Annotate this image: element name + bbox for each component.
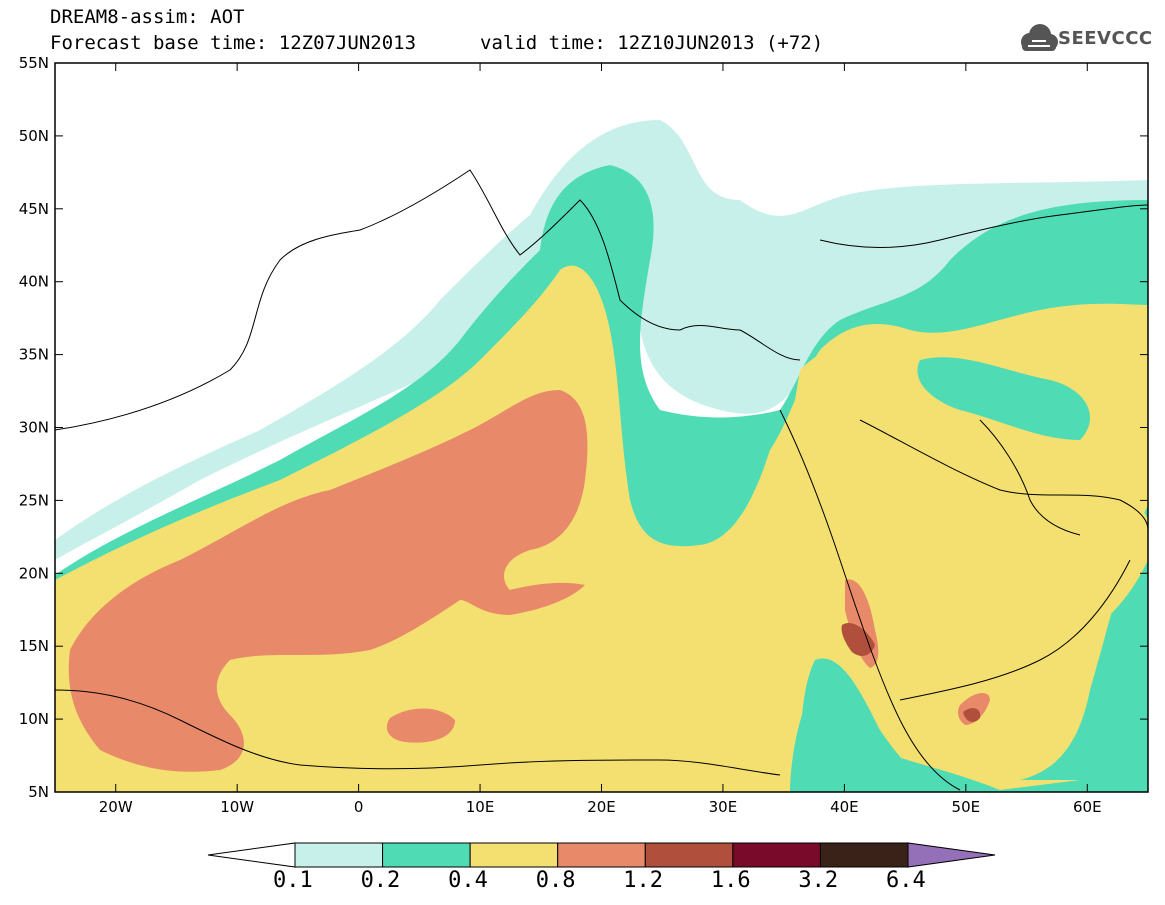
colorbar-label: 0.1 — [273, 868, 313, 893]
colorbar-label: 0.8 — [535, 868, 576, 893]
lon-tick-label: 10W — [220, 798, 254, 816]
map-title: DREAM8-assim: AOT — [50, 6, 245, 28]
colorbar-segment — [819, 842, 909, 868]
colorbar-over-triangle — [907, 842, 996, 868]
lat-tick-label: 15N — [19, 637, 49, 655]
lon-tick-label: 20W — [99, 798, 133, 816]
lat-tick-label: 50N — [19, 127, 49, 145]
latitude-axis: 5N 10N 15N 20N 25N 30N 35N 40N 45N 50N 55N — [19, 54, 1148, 801]
lat-tick-label: 40N — [19, 273, 49, 291]
colorbar-label: 6.4 — [886, 868, 926, 893]
colorbar-segment — [732, 842, 821, 868]
aot-contour-fields — [55, 63, 1148, 792]
aot-0.2-0.4-patch-east — [1020, 505, 1148, 780]
aot-0.4-0.8-patch-arabia — [790, 341, 1148, 700]
seevccc-logo-text: SEEVCCC — [1058, 28, 1153, 49]
colorbar-segment — [382, 842, 471, 868]
aot-0.8-1.2-patch-nigeria — [386, 708, 455, 743]
lat-tick-label: 25N — [19, 491, 49, 509]
lat-tick-label: 10N — [19, 710, 49, 728]
aot-0.2-0.4-patch-africa-horn — [800, 658, 940, 792]
lon-tick-label: 20E — [587, 798, 616, 816]
aot-0.2-0.4-patch-iraq — [917, 357, 1090, 440]
cloud-logo-icon — [1021, 24, 1058, 51]
lon-tick-label: 0 — [354, 798, 364, 816]
lat-tick-label: 45N — [19, 200, 49, 218]
forecast-base-time: Forecast base time: 12Z07JUN2013 — [50, 32, 417, 54]
colorbar-label: 1.2 — [623, 868, 664, 893]
colorbar-segment — [644, 842, 734, 868]
colorbar-under-triangle — [207, 842, 296, 868]
lat-tick-label: 5N — [28, 783, 49, 801]
colorbar-segment — [469, 842, 559, 868]
lat-tick-label: 35N — [19, 346, 49, 364]
colorbar-segment — [294, 842, 384, 868]
lon-tick-label: 50E — [952, 798, 981, 816]
colorbar — [207, 842, 996, 868]
aot-1.2-1.6-patch-somalia — [963, 708, 981, 722]
lat-tick-label: 20N — [19, 564, 49, 582]
colorbar-label: 0.4 — [448, 868, 488, 893]
aot-0.8-1.2-region — [68, 390, 588, 772]
lon-tick-label: 10E — [466, 798, 495, 816]
lon-tick-label: 60E — [1073, 798, 1102, 816]
lat-tick-label: 55N — [19, 54, 49, 72]
lat-tick-label: 30N — [19, 419, 49, 437]
lon-tick-label: 40E — [830, 798, 859, 816]
colorbar-label: 1.6 — [710, 868, 751, 893]
lon-tick-label: 30E — [709, 798, 738, 816]
aot-0.1-0.2-region — [55, 120, 1148, 560]
longitude-axis: 20W 10W 0 10E 20E 30E 40E 50E 60E — [99, 63, 1102, 816]
colorbar-label: 3.2 — [798, 868, 839, 893]
coastlines — [55, 169, 1148, 791]
valid-time: valid time: 12Z10JUN2013 (+72) — [480, 32, 824, 54]
colorbar-segment — [557, 842, 646, 868]
aot-1.2-1.6-patch-eritrea — [841, 622, 875, 656]
colorbar-label: 0.2 — [360, 868, 401, 893]
